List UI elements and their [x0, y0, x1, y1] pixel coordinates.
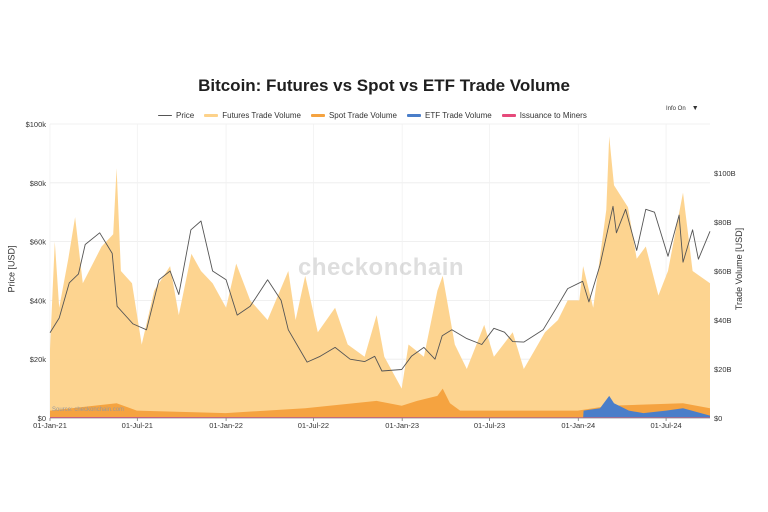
- x-tick-label: 01-Jul-24: [650, 421, 681, 430]
- legend-item-futures[interactable]: Futures Trade Volume: [204, 111, 301, 120]
- legend-label-futures: Futures Trade Volume: [222, 111, 301, 120]
- legend-swatch-issuance: [501, 114, 516, 117]
- legend-label-issuance: Issuance to Miners: [519, 111, 587, 120]
- legend-label-spot: Spot Trade Volume: [328, 111, 397, 120]
- y-right-tick-label: $40B: [714, 316, 732, 325]
- x-tick-label: 01-Jul-23: [474, 421, 505, 430]
- legend-label-price: Price: [176, 111, 195, 120]
- y-left-tick-label: $100k: [26, 120, 47, 129]
- y-right-tick-label: $80B: [714, 218, 732, 227]
- info-toggle[interactable]: Info On ▼: [666, 105, 699, 112]
- y-right-tick-label: $100B: [714, 169, 736, 178]
- info-toggle-label: Info On: [666, 105, 686, 112]
- y-left-tick-label: $0: [38, 414, 46, 423]
- spot-volume-area: [50, 388, 710, 418]
- x-tick-label: 01-Jan-24: [561, 421, 595, 430]
- y-right-tick-label: $60B: [714, 267, 732, 276]
- legend-label-etf: ETF Trade Volume: [425, 111, 492, 120]
- x-tick-label: 01-Jan-23: [385, 421, 419, 430]
- y-left-tick-label: $40k: [30, 296, 47, 305]
- legend-item-etf[interactable]: ETF Trade Volume: [407, 111, 492, 120]
- etf-volume-area: [583, 395, 710, 418]
- legend-item-issuance[interactable]: Issuance to Miners: [501, 111, 587, 120]
- x-tick-label: 01-Jan-21: [33, 421, 67, 430]
- price-line: [49, 205, 711, 372]
- legend-swatch-price: [158, 114, 172, 117]
- x-tick-label: 01-Jan-22: [209, 421, 243, 430]
- futures-volume-area: [50, 136, 710, 419]
- legend-item-price[interactable]: Price: [158, 111, 194, 120]
- chevron-down-icon: ▼: [691, 105, 699, 112]
- x-tick-label: 01-Jul-21: [122, 421, 153, 430]
- legend-swatch-spot: [310, 114, 325, 117]
- source-note: Source: checkonchain.com: [52, 407, 125, 413]
- chart-legend: Price Futures Trade Volume Spot Trade Vo…: [158, 111, 587, 120]
- x-tick-label: 01-Jul-22: [298, 421, 329, 430]
- legend-swatch-futures: [204, 114, 219, 117]
- legend-swatch-etf: [407, 114, 421, 117]
- y-right-tick-label: $0: [714, 414, 722, 423]
- y-left-tick-label: $80k: [30, 179, 47, 188]
- watermark: checkonchain: [298, 254, 465, 281]
- y-right-tick-label: $20B: [714, 365, 732, 374]
- y-left-tick-label: $60k: [30, 238, 47, 247]
- chart-title: Bitcoin: Futures vs Spot vs ETF Trade Vo…: [198, 76, 570, 95]
- y-left-tick-label: $20k: [30, 355, 47, 364]
- legend-item-spot[interactable]: Spot Trade Volume: [310, 111, 397, 120]
